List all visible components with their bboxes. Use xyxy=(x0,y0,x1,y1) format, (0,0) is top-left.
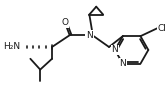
Text: H₂N: H₂N xyxy=(3,43,20,52)
Text: N: N xyxy=(112,45,118,54)
Text: N: N xyxy=(86,31,93,40)
Text: O: O xyxy=(61,18,68,27)
Text: Cl: Cl xyxy=(157,24,166,33)
Text: N: N xyxy=(119,59,126,68)
